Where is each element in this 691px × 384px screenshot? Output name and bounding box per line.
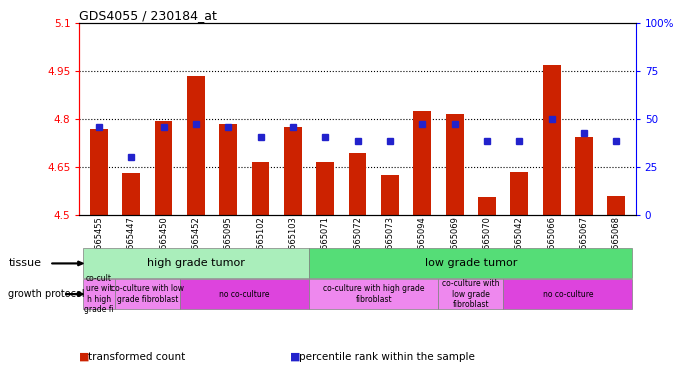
Bar [155, 121, 173, 215]
Bar [413, 111, 431, 215]
Bar [219, 124, 237, 215]
Bar [349, 153, 366, 215]
Text: ■: ■ [79, 352, 90, 362]
Bar [607, 196, 625, 215]
Text: co-cult
ure wit
h high
grade fi: co-cult ure wit h high grade fi [84, 274, 114, 314]
Bar [446, 114, 464, 215]
Text: no co-culture: no co-culture [542, 290, 593, 299]
Bar [478, 197, 496, 215]
Text: ■: ■ [290, 352, 301, 362]
Text: GDS4055 / 230184_at: GDS4055 / 230184_at [79, 9, 218, 22]
Text: co-culture with
low grade
fibroblast: co-culture with low grade fibroblast [442, 279, 500, 309]
Bar [575, 137, 593, 215]
Bar [511, 172, 528, 215]
Bar [316, 162, 334, 215]
Text: co-culture with low
grade fibroblast: co-culture with low grade fibroblast [111, 285, 184, 304]
Bar [284, 127, 302, 215]
Bar [542, 65, 560, 215]
Bar [90, 129, 108, 215]
Text: no co-culture: no co-culture [219, 290, 269, 299]
Bar [381, 175, 399, 215]
Text: tissue: tissue [8, 258, 41, 268]
Text: co-culture with high grade
fibroblast: co-culture with high grade fibroblast [323, 285, 424, 304]
Bar [187, 76, 205, 215]
Bar [252, 162, 269, 215]
Text: percentile rank within the sample: percentile rank within the sample [299, 352, 475, 362]
Text: low grade tumor: low grade tumor [424, 258, 517, 268]
Text: transformed count: transformed count [88, 352, 186, 362]
Bar [122, 174, 140, 215]
Text: growth protocol: growth protocol [8, 289, 85, 299]
Text: high grade tumor: high grade tumor [147, 258, 245, 268]
